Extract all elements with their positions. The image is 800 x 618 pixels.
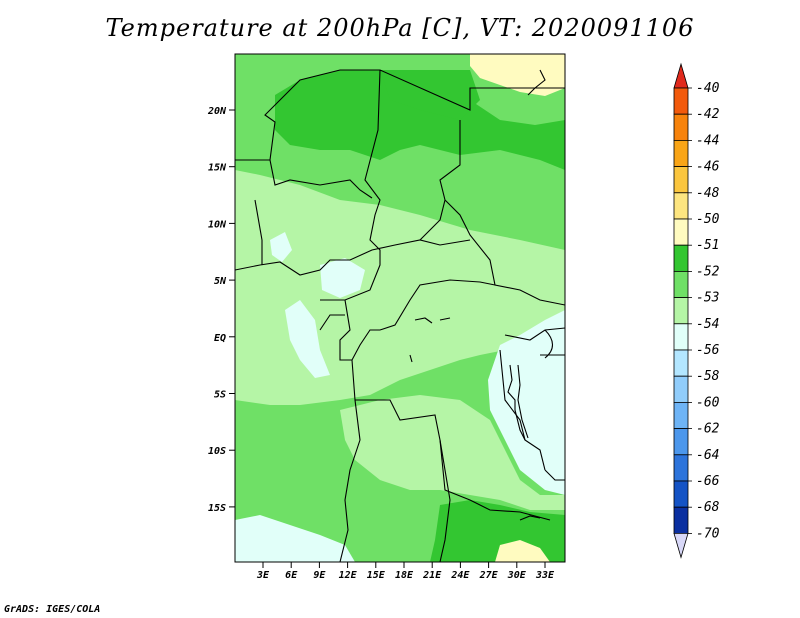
lon-tick-label: 18E: [395, 570, 414, 581]
lon-tick-label: 12E: [339, 570, 358, 581]
legend-label: -48: [696, 186, 720, 201]
legend-bottom-arrow: [673, 533, 689, 559]
legend-swatch: [673, 375, 689, 403]
region-south-light: [340, 395, 565, 510]
legend-label: -54: [696, 317, 719, 332]
legend-swatch: [673, 454, 689, 482]
lat-tick-label: EQ: [214, 333, 226, 344]
legend-swatch: [673, 218, 689, 246]
legend-label: -51: [696, 238, 719, 253]
legend-label: -66: [696, 474, 720, 489]
grads-credit: GrADS: IGES/COLA: [4, 604, 101, 615]
chart-title: Temperature at 200hPa [C], VT: 202009110…: [105, 14, 695, 42]
lon-tick-label: 9E: [313, 570, 326, 581]
legend-swatch: [673, 192, 689, 220]
legend-label: -60: [696, 395, 720, 410]
legend-swatch: [673, 166, 689, 194]
legend-swatch: [673, 113, 689, 141]
region-north-dark-2: [380, 70, 480, 120]
lon-tick-label: 6E: [285, 570, 298, 581]
lon-tick-label: 33E: [535, 570, 555, 581]
legend-swatch: [673, 428, 689, 456]
legend-label: -70: [696, 526, 720, 541]
legend-swatch: [673, 244, 689, 272]
legend-label: -50: [696, 212, 720, 227]
legend-label: -42: [696, 107, 720, 122]
legend-label: -62: [696, 422, 720, 437]
lat-tick-label: 5S: [214, 390, 226, 401]
lon-tick-label: 21E: [422, 570, 442, 581]
lat-tick-label: 15S: [208, 503, 226, 514]
legend-swatch: [673, 297, 689, 325]
lon-tick-label: 24E: [450, 570, 470, 581]
contour-fills: [235, 54, 565, 562]
legend-swatch: [673, 87, 689, 115]
lat-tick-label: 10N: [208, 219, 227, 230]
legend-label: -53: [696, 291, 719, 306]
color-legend: -40 -42 -44 -46 -48 -50 -51 -52 -53 -54 -56 -58 -60 -…: [673, 62, 720, 559]
legend-swatch: [673, 139, 689, 167]
region-cyan-east: [488, 310, 565, 495]
region-cyan-sw: [235, 515, 355, 562]
lat-tick-label: 20N: [207, 106, 227, 117]
map-frame: [234, 53, 566, 563]
legend-label: -58: [696, 369, 720, 384]
legend-label: -46: [696, 160, 720, 175]
legend-label: -68: [696, 500, 720, 515]
lat-tick-label: 15N: [208, 163, 227, 174]
legend-label: -44: [696, 133, 719, 148]
legend-swatch: [673, 270, 689, 298]
lon-tick-label: 30E: [507, 570, 527, 581]
lon-tick-label: 15E: [367, 570, 386, 581]
legend-label: -40: [696, 81, 720, 96]
legend-swatch: [673, 401, 689, 429]
lat-tick-label: 5N: [214, 276, 227, 287]
latitude-axis: 20N 15N 10N 5N EQ 5S 10S 15S: [207, 106, 235, 514]
region-cyan-1: [320, 258, 365, 298]
legend-swatch: [673, 506, 689, 534]
region-yellow-se: [495, 540, 550, 562]
region-cyan-3: [270, 232, 292, 262]
legend-swatch: [673, 480, 689, 508]
region-cyan-2: [285, 300, 330, 378]
lat-tick-label: 10S: [208, 446, 226, 457]
legend-swatch: [673, 323, 689, 351]
region-north-dark: [275, 70, 565, 170]
longitude-axis: 3E 6E 9E 12E 15E 18E 21E 24E 27E 30E 33E: [256, 562, 555, 581]
country-borders: [235, 69, 565, 562]
legend-top-arrow: [673, 62, 689, 89]
legend-label: -56: [696, 343, 720, 358]
legend-swatch: [673, 349, 689, 377]
region-yellow-ne: [470, 54, 565, 96]
lon-tick-label: 3E: [256, 570, 270, 581]
legend-label: -52: [696, 264, 720, 279]
legend-label: -64: [696, 448, 719, 463]
lon-tick-label: 27E: [479, 570, 499, 581]
